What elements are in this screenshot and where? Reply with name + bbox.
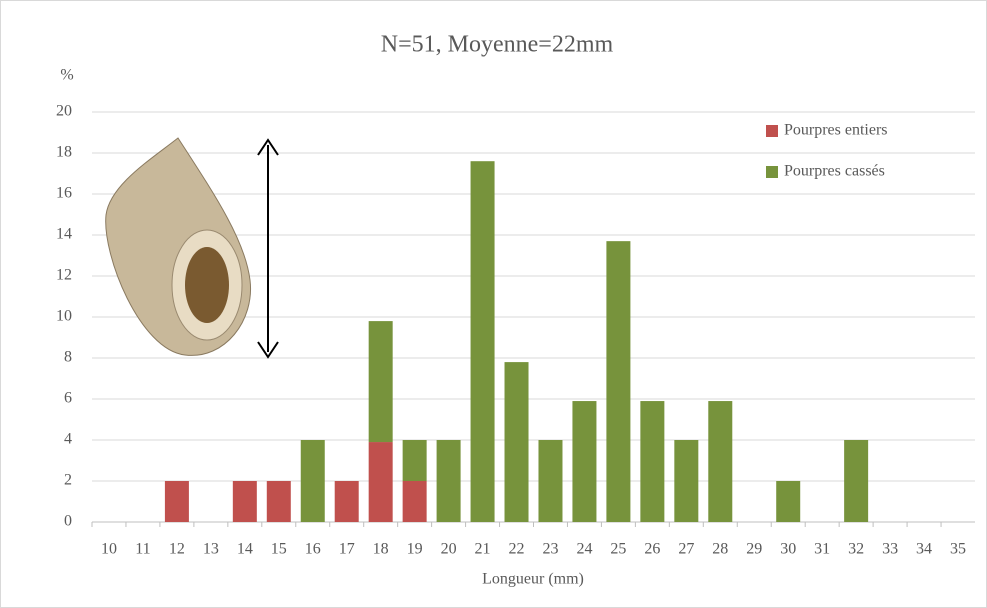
- chart: N=51, Moyenne=22mm % Longueur (mm) 02468…: [0, 0, 987, 608]
- bar-segment: [335, 481, 359, 522]
- x-tick-label: 15: [271, 541, 287, 558]
- x-tick-label: 20: [441, 541, 457, 558]
- chart-title: N=51, Moyenne=22mm: [381, 32, 614, 58]
- x-tick-label: 22: [509, 541, 525, 558]
- x-tick-label: 25: [610, 541, 626, 558]
- x-tick-label: 17: [339, 541, 355, 558]
- bar-segment: [606, 241, 630, 522]
- x-tick-label: 11: [135, 541, 150, 558]
- bar-segment: [674, 440, 698, 522]
- bar-segment: [471, 161, 495, 522]
- y-tick-label: 16: [56, 185, 72, 202]
- x-tick-label: 30: [780, 541, 796, 558]
- bar-segment: [538, 440, 562, 522]
- bar-segment: [369, 442, 393, 522]
- y-tick-label: 10: [56, 308, 72, 325]
- bar-segment: [165, 481, 189, 522]
- y-tick-label: 18: [56, 144, 72, 161]
- x-tick-label: 28: [712, 541, 728, 558]
- x-tick-label: 35: [950, 541, 966, 558]
- y-tick-label: 6: [64, 390, 72, 407]
- bar-segment: [267, 481, 291, 522]
- x-tick-label: 24: [576, 541, 592, 558]
- legend-swatch: [766, 125, 778, 137]
- x-tick-label: 31: [814, 541, 830, 558]
- x-tick-label: 10: [101, 541, 117, 558]
- bar-segment: [403, 440, 427, 481]
- x-tick-label: 32: [848, 541, 864, 558]
- bar-segment: [437, 440, 461, 522]
- y-tick-label: 20: [56, 103, 72, 120]
- bar-segment: [572, 401, 596, 522]
- x-tick-label: 18: [373, 541, 389, 558]
- x-tick-label: 12: [169, 541, 185, 558]
- x-tick-label: 23: [542, 541, 558, 558]
- x-tick-label: 29: [746, 541, 762, 558]
- bar-segment: [505, 362, 529, 522]
- bar-segment: [403, 481, 427, 522]
- bar-segment: [233, 481, 257, 522]
- x-tick-label: 14: [237, 541, 253, 558]
- legend-label: Pourpres entiers: [784, 122, 888, 139]
- x-tick-label: 19: [407, 541, 423, 558]
- y-tick-label: 12: [56, 267, 72, 284]
- x-axis-label: Longueur (mm): [482, 571, 584, 588]
- bar-segment: [640, 401, 664, 522]
- x-tick-label: 34: [916, 541, 932, 558]
- y-tick-label: 4: [64, 431, 72, 448]
- y-tick-label: 2: [64, 472, 72, 489]
- bar-segment: [844, 440, 868, 522]
- bar-segment: [776, 481, 800, 522]
- bar-segment: [708, 401, 732, 522]
- bar-segment: [369, 321, 393, 442]
- x-tick-label: 13: [203, 541, 219, 558]
- x-tick-label: 33: [882, 541, 898, 558]
- x-tick-label: 26: [644, 541, 660, 558]
- y-tick-label: 0: [64, 513, 72, 530]
- x-tick-label: 16: [305, 541, 321, 558]
- y-tick-label: 14: [56, 226, 72, 243]
- bar-segment: [301, 440, 325, 522]
- legend-label: Pourpres cassés: [784, 163, 885, 180]
- y-tick-label: 8: [64, 349, 72, 366]
- y-axis-label: %: [60, 67, 73, 84]
- x-tick-label: 21: [475, 541, 491, 558]
- x-tick-label: 27: [678, 541, 694, 558]
- legend-swatch: [766, 166, 778, 178]
